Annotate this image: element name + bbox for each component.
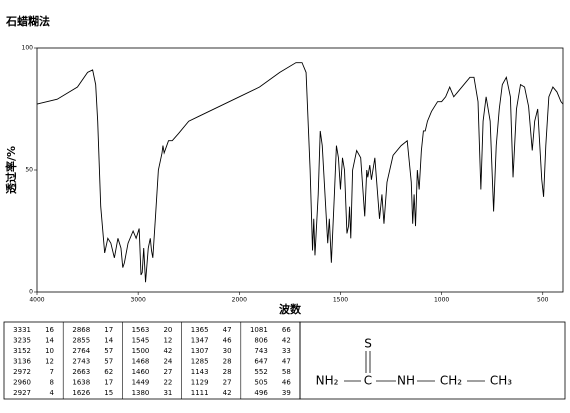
table-cell: 58 [282, 368, 291, 376]
x-tick-label: 500 [537, 297, 549, 304]
table-cell: 39 [282, 389, 291, 397]
y-tick-label: 0 [29, 289, 33, 296]
table-cell: 1380 [132, 389, 150, 397]
atom: NH₂ [316, 374, 339, 388]
table-cell: 2764 [72, 347, 90, 355]
table-cell: 2855 [72, 337, 90, 345]
table-cell: 1347 [191, 337, 209, 345]
plot-frame [36, 47, 564, 293]
page-title: 石蜡糊法 [5, 14, 50, 28]
table-cell: 42 [282, 337, 291, 345]
table-cell: 2743 [72, 358, 90, 366]
y-tick-label: 50 [25, 167, 33, 174]
table-cell: 42 [223, 389, 232, 397]
table-cell: 66 [282, 326, 291, 334]
table-cell: 62 [104, 368, 113, 376]
table-cell: 1129 [191, 379, 209, 387]
y-axis-label: 透过率/% [4, 146, 18, 194]
table-cell: 22 [163, 379, 172, 387]
table-cell: 1468 [132, 358, 150, 366]
atom: S [364, 337, 372, 351]
table-cell: 57 [104, 358, 113, 366]
x-tick-label: 1000 [434, 297, 449, 304]
atom: NH [397, 374, 415, 388]
table-cell: 1081 [250, 326, 268, 334]
table-cell: 28 [223, 358, 232, 366]
x-tick-label: 1500 [333, 297, 348, 304]
table-cell: 8 [50, 379, 54, 387]
table-cell: 1111 [191, 389, 209, 397]
table-cell: 4 [50, 389, 55, 397]
table-cell: 42 [163, 347, 172, 355]
table-cell: 3152 [13, 347, 31, 355]
table-cell: 57 [104, 347, 113, 355]
table-cell: 2972 [13, 368, 31, 376]
table-cell: 47 [223, 326, 232, 334]
table-cell: 3331 [13, 326, 31, 334]
y-tick-label: 100 [22, 45, 34, 52]
table-cell: 14 [45, 337, 54, 345]
table-cell: 2868 [72, 326, 90, 334]
spectrum-line [36, 62, 564, 283]
table-cell: 10 [45, 347, 54, 355]
table-cell: 14 [104, 337, 113, 345]
table-cell: 20 [163, 326, 172, 334]
table-cell: 16 [45, 326, 54, 334]
table-cell: 30 [223, 347, 232, 355]
table-cell: 31 [163, 389, 172, 397]
table-cell: 3235 [13, 337, 31, 345]
table-cell: 12 [45, 358, 54, 366]
table-cell: 1365 [191, 326, 209, 334]
table-cell: 2960 [13, 379, 31, 387]
table-cell: 2663 [72, 368, 90, 376]
table-cell: 7 [50, 368, 54, 376]
x-axis-label: 波数 [279, 302, 302, 316]
table-cell: 1460 [132, 368, 150, 376]
atom: CH₂ [440, 374, 462, 388]
structure-frame [299, 321, 566, 400]
table-cell: 1638 [72, 379, 90, 387]
table-cell: 17 [104, 326, 113, 334]
table-cell: 33 [282, 347, 291, 355]
table-cell: 46 [223, 337, 232, 345]
table-cell: 17 [104, 379, 113, 387]
atom: C [364, 374, 372, 388]
table-cell: 46 [282, 379, 291, 387]
table-cell: 647 [254, 358, 267, 366]
table-cell: 27 [163, 368, 172, 376]
table-cell: 12 [163, 337, 172, 345]
table-cell: 47 [282, 358, 291, 366]
table-cell: 1545 [132, 337, 150, 345]
table-cell: 1626 [72, 389, 90, 397]
table-cell: 743 [254, 347, 267, 355]
table-cell: 1307 [191, 347, 209, 355]
x-tick-label: 2000 [232, 297, 247, 304]
table-cell: 496 [254, 389, 268, 397]
table-cell: 1500 [132, 347, 150, 355]
table-cell: 24 [163, 358, 172, 366]
table-cell: 2927 [13, 389, 31, 397]
table-cell: 27 [223, 379, 232, 387]
table-cell: 1563 [132, 326, 150, 334]
x-tick-label: 3000 [131, 297, 146, 304]
table-cell: 505 [254, 379, 267, 387]
table-cell: 806 [254, 337, 268, 345]
table-cell: 15 [104, 389, 113, 397]
table-cell: 28 [223, 368, 232, 376]
table-cell: 1449 [132, 379, 150, 387]
table-cell: 1285 [191, 358, 209, 366]
table-cell: 3136 [13, 358, 31, 366]
table-cell: 552 [254, 368, 267, 376]
atom: CH₃ [490, 374, 512, 388]
x-tick-label: 4000 [29, 297, 44, 304]
table-cell: 1143 [191, 368, 209, 376]
